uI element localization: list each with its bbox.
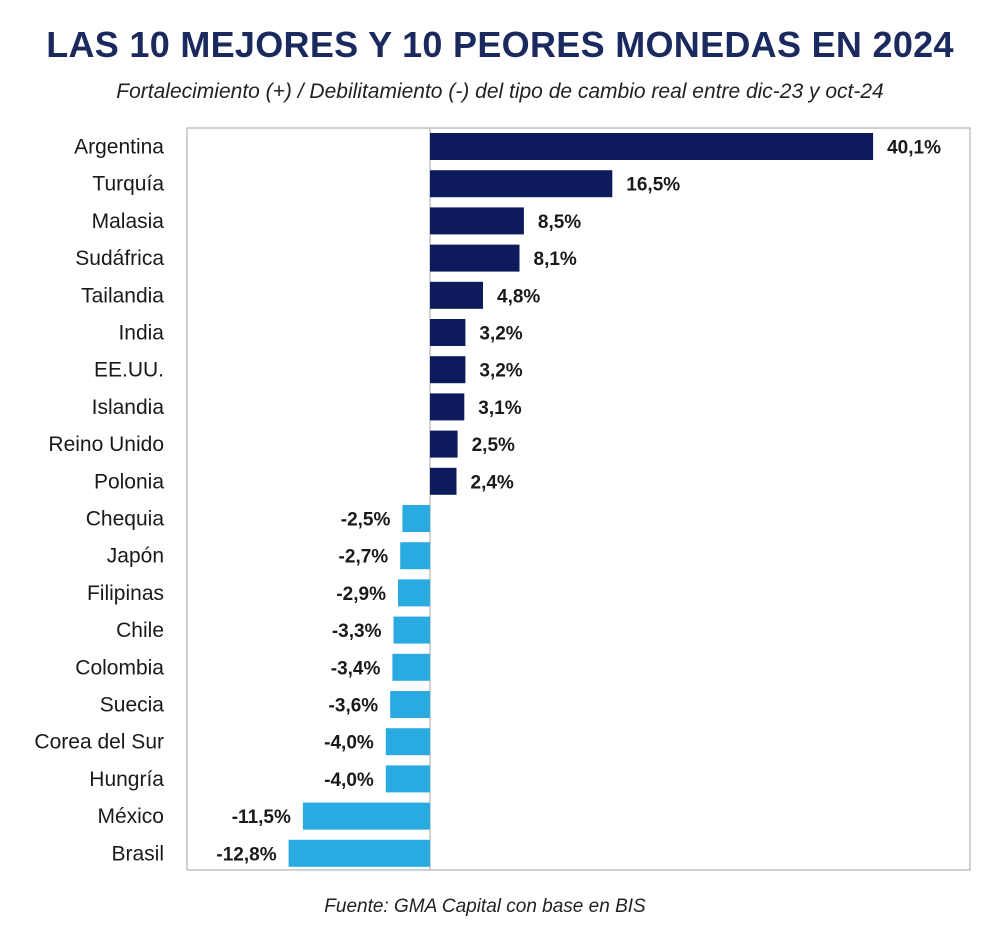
bar-8 [430,430,458,458]
bar-4 [430,281,483,309]
bars-group: Argentina 40,1% Turquía 16,5% Malasia 8,5% Sud… [34,133,941,867]
category-label: Malasia [92,210,165,233]
category-label: Chile [116,619,164,642]
category-label: Colombia [75,656,164,679]
category-label: Turquía [92,173,164,196]
value-label: 3,1% [478,398,521,419]
value-label: -3,4% [331,658,381,679]
value-label: -4,0% [324,733,374,754]
category-label: Suecia [100,694,165,717]
chart-title: LAS 10 MEJORES Y 10 PEORES MONEDAS EN 20… [46,24,954,65]
value-label: 2,5% [472,435,515,456]
bar-13 [393,616,430,644]
bar-16 [385,728,430,756]
category-label: Islandia [92,396,165,419]
value-label: -3,6% [329,696,379,717]
value-label: 8,5% [538,212,581,233]
bar-19 [288,839,430,867]
bar-17 [385,765,430,793]
value-label: 3,2% [479,324,522,345]
category-label: EE.UU. [94,359,164,382]
category-label: Argentina [74,136,164,159]
bar-15 [390,691,430,718]
bar-7 [430,393,465,421]
category-label: Reino Unido [48,433,164,456]
category-label: México [97,805,164,828]
value-label: 40,1% [887,138,941,159]
bar-5 [430,319,466,346]
bar-3 [430,244,520,272]
source-note: Fuente: GMA Capital con base en BIS [324,896,646,917]
value-label: -3,3% [332,621,382,642]
value-label: -2,7% [339,547,389,568]
value-label: -11,5% [232,807,291,828]
category-label: Tailandia [81,284,164,307]
value-label: 3,2% [479,361,522,382]
category-label: Brasil [111,842,164,865]
bar-10 [402,505,430,532]
bar-9 [430,467,457,495]
bar-2 [430,207,524,235]
value-label: -4,0% [324,770,374,791]
category-label: Polonia [94,470,164,493]
category-label: India [118,322,164,345]
bar-11 [400,542,430,570]
value-label: 16,5% [626,175,680,196]
category-label: Japón [107,545,164,568]
category-label: Hungría [89,768,164,791]
value-label: 8,1% [534,249,577,270]
value-label: 4,8% [497,286,540,307]
category-label: Corea del Sur [34,731,164,754]
category-label: Filipinas [87,582,164,605]
chart-subtitle: Fortalecimiento (+) / Debilitamiento (-)… [116,80,884,103]
category-label: Chequia [86,508,165,531]
bar-14 [392,653,430,681]
value-label: -12,8% [216,844,276,865]
bar-1 [430,170,613,198]
value-label: -2,5% [341,510,391,531]
category-label: Sudáfrica [75,247,164,270]
plot-frame [186,127,971,871]
bar-18 [302,802,430,830]
bar-12 [398,579,430,607]
bar-0 [430,133,874,160]
value-label: 2,4% [471,472,514,493]
bar-6 [430,356,466,384]
value-label: -2,9% [336,584,386,605]
